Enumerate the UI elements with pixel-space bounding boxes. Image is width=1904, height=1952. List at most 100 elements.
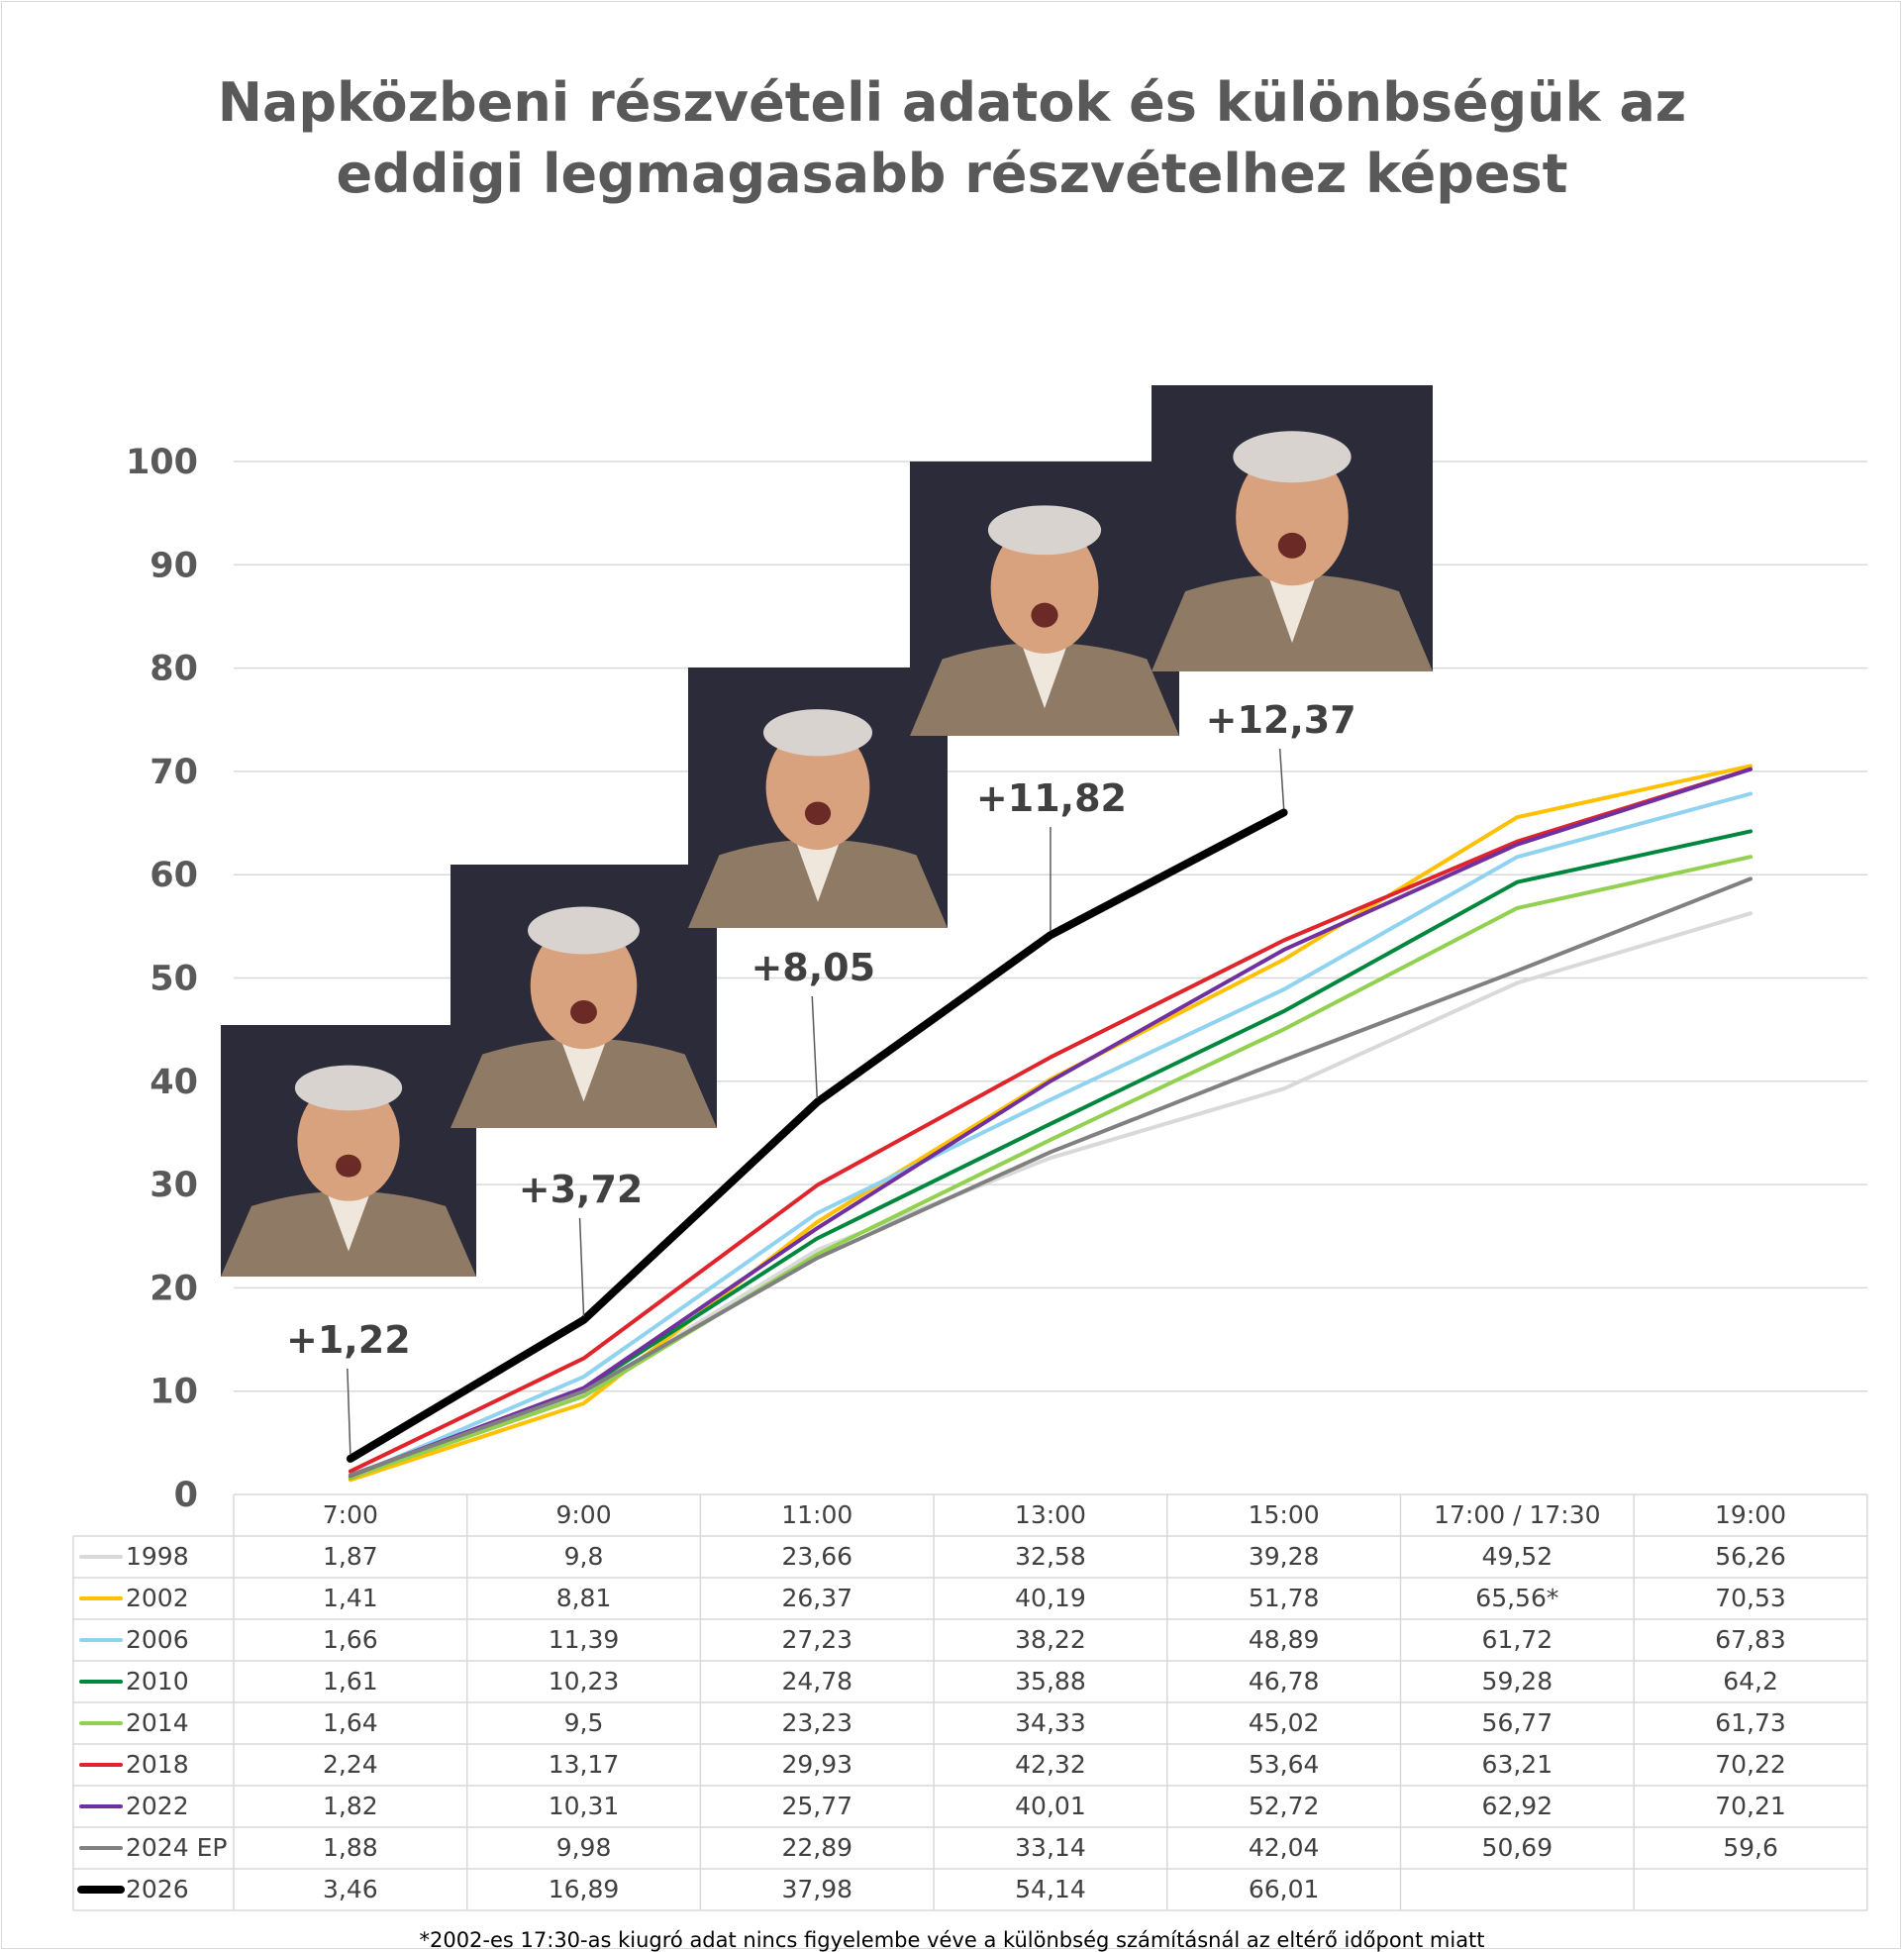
chart-title: Napközbeni részvételi adatok és különbsé… bbox=[0, 67, 1904, 210]
table-cell: 70,22 bbox=[1715, 1750, 1786, 1779]
y-tick-label: 30 bbox=[150, 1166, 198, 1205]
table-cell: 10,23 bbox=[549, 1667, 620, 1695]
table-cell: 24,78 bbox=[781, 1667, 852, 1695]
annotation-label: +3,72 bbox=[519, 1168, 644, 1211]
table-cell: 1,82 bbox=[323, 1792, 378, 1820]
legend-label: 2010 bbox=[126, 1667, 189, 1695]
table-cell: 59,6 bbox=[1723, 1833, 1778, 1862]
photo-shirt bbox=[1269, 579, 1315, 644]
table-cell: 53,64 bbox=[1249, 1750, 1320, 1779]
table-cell: 1,88 bbox=[323, 1833, 378, 1862]
table-cell: 2,24 bbox=[323, 1750, 378, 1779]
photo-face bbox=[530, 922, 638, 1050]
series-line-2018 bbox=[348, 767, 1753, 1474]
table-cell: 9,98 bbox=[556, 1833, 612, 1862]
table-cell: 61,72 bbox=[1482, 1625, 1553, 1654]
table-cell: 40,01 bbox=[1015, 1792, 1086, 1820]
y-tick-label: 60 bbox=[150, 856, 198, 895]
photo-face bbox=[1236, 448, 1349, 586]
table-cell: 63,21 bbox=[1482, 1750, 1553, 1779]
table-header-cell: 19:00 bbox=[1715, 1500, 1786, 1529]
photo-mouth bbox=[804, 801, 832, 826]
table-cell: 10,31 bbox=[549, 1792, 620, 1820]
series-line-2022 bbox=[348, 767, 1753, 1478]
legend-label: 2024 EP bbox=[126, 1833, 227, 1862]
photo-face bbox=[297, 1079, 400, 1201]
y-tick-label: 10 bbox=[150, 1373, 198, 1412]
y-tick-label: 70 bbox=[150, 753, 198, 792]
reaction-photo bbox=[221, 1025, 476, 1277]
annotation-label: +12,37 bbox=[1206, 698, 1356, 742]
annotation-label: +8,05 bbox=[751, 946, 875, 989]
photo-hair bbox=[528, 906, 640, 955]
reaction-photo bbox=[451, 865, 717, 1128]
series-line-2014 bbox=[348, 855, 1753, 1480]
table-cell: 34,33 bbox=[1015, 1708, 1086, 1737]
table-header-cell: 11:00 bbox=[781, 1500, 852, 1529]
table-cell: 61,73 bbox=[1715, 1708, 1786, 1737]
legend-label: 2014 bbox=[126, 1708, 189, 1737]
y-tick-label: 0 bbox=[174, 1476, 198, 1515]
table-cell: 11,39 bbox=[549, 1625, 620, 1654]
annotation-leader bbox=[811, 995, 818, 1098]
table-header-cell: 17:00 / 17:30 bbox=[1434, 1500, 1600, 1529]
table-header-cell: 13:00 bbox=[1015, 1500, 1086, 1529]
table-cell: 70,21 bbox=[1715, 1792, 1786, 1820]
table-cell: 51,78 bbox=[1249, 1584, 1320, 1612]
table-cell: 37,98 bbox=[781, 1875, 852, 1903]
table-cell: 50,69 bbox=[1482, 1833, 1553, 1862]
photo-mouth bbox=[336, 1154, 361, 1178]
photo-face bbox=[765, 724, 870, 851]
table-cell: 54,14 bbox=[1015, 1875, 1086, 1903]
y-tick-label: 100 bbox=[126, 443, 198, 482]
table-cell: 23,23 bbox=[781, 1708, 852, 1737]
reaction-photo bbox=[1152, 385, 1433, 671]
table-cell: 66,01 bbox=[1249, 1875, 1320, 1903]
photo-mouth bbox=[570, 999, 597, 1024]
table-header-cell: 7:00 bbox=[323, 1500, 378, 1529]
table-cell: 38,22 bbox=[1015, 1625, 1086, 1654]
table-cell: 45,02 bbox=[1249, 1708, 1320, 1737]
table-cell: 64,2 bbox=[1723, 1667, 1778, 1695]
table-cell: 52,72 bbox=[1249, 1792, 1320, 1820]
table-cell: 33,14 bbox=[1015, 1833, 1086, 1862]
table-cell: 22,89 bbox=[781, 1833, 852, 1862]
photo-mouth bbox=[1031, 602, 1058, 628]
reaction-photo bbox=[688, 668, 948, 928]
y-tick-label: 80 bbox=[150, 650, 198, 689]
photo-shirt bbox=[797, 844, 839, 902]
table-cell: 65,56* bbox=[1475, 1584, 1558, 1612]
reaction-photos bbox=[221, 385, 1433, 1277]
annotation-leader bbox=[1278, 748, 1285, 809]
y-tick-label: 50 bbox=[150, 960, 198, 999]
difference-annotations: +1,22 +3,72 +8,05 +11,82 +12,37 bbox=[286, 698, 1356, 1455]
table-cell: 1,41 bbox=[323, 1584, 378, 1612]
legend-label: 2022 bbox=[126, 1792, 189, 1820]
photo-hair bbox=[987, 505, 1102, 556]
table-cell: 39,28 bbox=[1249, 1542, 1320, 1571]
y-tick-label: 90 bbox=[150, 546, 198, 585]
photo-shirt bbox=[328, 1195, 369, 1252]
table-cell: 9,5 bbox=[564, 1708, 604, 1737]
table-cell: 16,89 bbox=[549, 1875, 620, 1903]
legend-label: 2018 bbox=[126, 1750, 189, 1779]
table-cell: 49,52 bbox=[1482, 1542, 1553, 1571]
table-cell: 9,8 bbox=[564, 1542, 604, 1571]
photo-shirt bbox=[561, 1043, 606, 1102]
table-cell: 62,92 bbox=[1482, 1792, 1553, 1820]
table-cell: 3,46 bbox=[323, 1875, 378, 1903]
table-cell: 1,66 bbox=[323, 1625, 378, 1654]
y-tick-label: 40 bbox=[150, 1063, 198, 1102]
data-table: 7:00 9:00 11:00 13:00 15:00 17:00 / 17:30 19:0… bbox=[72, 1493, 1868, 1911]
photo-hair bbox=[762, 709, 873, 757]
table-cell: 42,04 bbox=[1249, 1833, 1320, 1862]
legend-label: 2026 bbox=[126, 1875, 189, 1903]
table-cell: 23,66 bbox=[781, 1542, 852, 1571]
annotation-leader bbox=[347, 1368, 351, 1455]
table-cell: 1,64 bbox=[323, 1708, 378, 1737]
reaction-photo bbox=[910, 462, 1179, 736]
table-cell: 1,87 bbox=[323, 1542, 378, 1571]
table-cell: 48,89 bbox=[1249, 1625, 1320, 1654]
